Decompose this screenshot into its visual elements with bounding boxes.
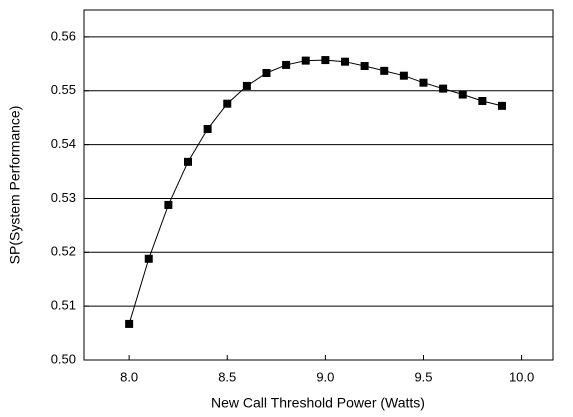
y-tick-label: 0.51: [51, 298, 76, 313]
marker: [419, 78, 428, 87]
x-axis-label: New Call Threshold Power (Watts): [211, 395, 425, 411]
x-tick-label: 10.0: [509, 369, 534, 384]
marker: [223, 99, 232, 108]
marker: [439, 84, 448, 93]
plot-frame: [83, 9, 554, 361]
marker: [262, 69, 271, 77]
y-tick-label: 0.56: [51, 28, 76, 43]
y-tick-label: 0.54: [51, 136, 76, 151]
marker: [242, 81, 251, 90]
marker: [360, 62, 369, 70]
series-line: [128, 59, 503, 325]
y-tick-label: 0.52: [51, 244, 76, 259]
y-tick-label: 0.53: [51, 190, 76, 205]
x-tick-label: 9.5: [414, 369, 432, 384]
marker: [184, 157, 193, 166]
marker: [301, 56, 310, 65]
marker: [340, 57, 349, 66]
marker: [458, 90, 467, 99]
marker: [478, 97, 487, 105]
marker: [497, 101, 506, 110]
marker: [164, 200, 173, 209]
x-tick-label: 8.0: [120, 369, 138, 384]
y-axis-label: SP(System Performance): [7, 106, 23, 265]
marker: [282, 60, 291, 69]
y-tick-label: 0.55: [51, 82, 76, 97]
marker: [321, 56, 330, 65]
marker: [203, 125, 212, 133]
marker: [399, 71, 408, 80]
x-tick-label: 9.0: [316, 369, 334, 384]
x-tick-label: 8.5: [218, 369, 236, 384]
y-tick-label: 0.50: [51, 351, 76, 366]
marker: [144, 254, 153, 263]
marker: [125, 319, 134, 328]
marker: [380, 66, 389, 75]
